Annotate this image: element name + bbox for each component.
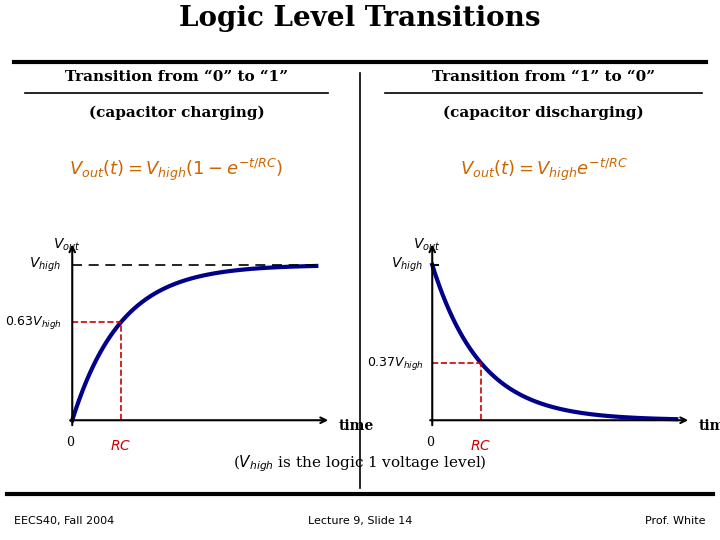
Text: 0: 0 — [426, 436, 434, 449]
Text: ($V_{high}$ is the logic 1 voltage level): ($V_{high}$ is the logic 1 voltage level… — [233, 453, 487, 474]
Text: 0: 0 — [66, 436, 74, 449]
Text: Lecture 9, Slide 14: Lecture 9, Slide 14 — [308, 516, 412, 526]
Text: $V_{high}$: $V_{high}$ — [392, 256, 423, 274]
Text: Transition from “1” to “0”: Transition from “1” to “0” — [432, 70, 655, 84]
Text: $V_{out}$: $V_{out}$ — [413, 237, 440, 253]
Text: $RC$: $RC$ — [110, 439, 132, 453]
Text: $V_{out}(t) = V_{high}e^{-t/RC}$: $V_{out}(t) = V_{high}e^{-t/RC}$ — [459, 157, 628, 183]
Text: $0.37V_{high}$: $0.37V_{high}$ — [366, 355, 423, 372]
Text: (capacitor discharging): (capacitor discharging) — [444, 105, 644, 119]
Text: (capacitor charging): (capacitor charging) — [89, 105, 264, 119]
Text: $V_{high}$: $V_{high}$ — [30, 256, 61, 274]
Text: Prof. White: Prof. White — [645, 516, 706, 526]
Text: Transition from “0” to “1”: Transition from “0” to “1” — [65, 70, 288, 84]
Text: time: time — [698, 420, 720, 434]
Text: Logic Level Transitions: Logic Level Transitions — [179, 5, 541, 32]
Text: $0.63V_{high}$: $0.63V_{high}$ — [4, 314, 61, 330]
Text: $V_{out}(t) = V_{high}\left(1 - e^{-t/RC}\right)$: $V_{out}(t) = V_{high}\left(1 - e^{-t/RC… — [69, 157, 284, 183]
Text: $RC$: $RC$ — [470, 439, 492, 453]
Text: EECS40, Fall 2004: EECS40, Fall 2004 — [14, 516, 114, 526]
Text: $V_{out}$: $V_{out}$ — [53, 237, 80, 253]
Text: time: time — [338, 420, 374, 434]
